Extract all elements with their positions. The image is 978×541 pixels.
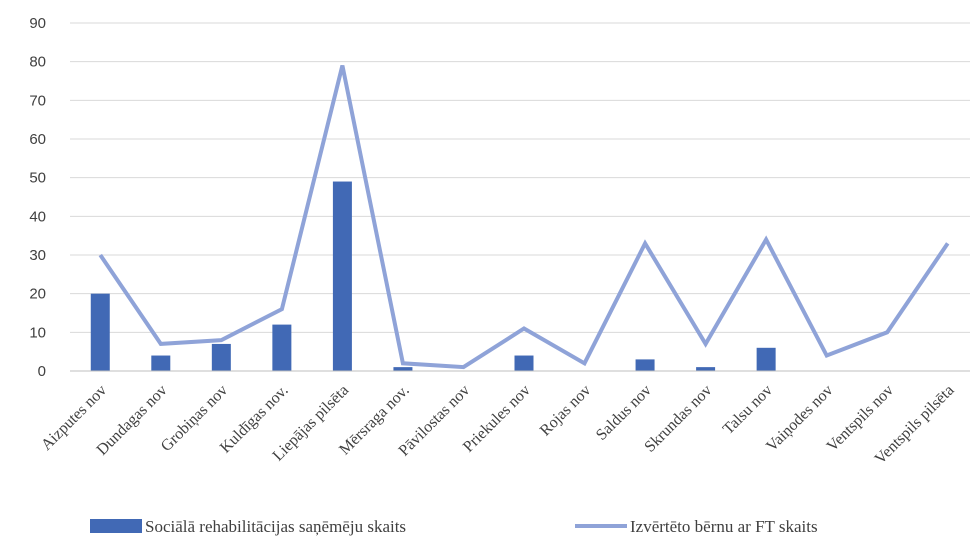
bar-series xyxy=(90,181,776,371)
bar xyxy=(514,355,534,371)
bar xyxy=(696,367,716,371)
y-axis-tick-labels: 0 10 20 30 40 50 60 70 80 90 xyxy=(29,15,46,380)
y-tick-label: 60 xyxy=(29,131,46,148)
legend-bar-swatch xyxy=(90,519,142,533)
bar xyxy=(272,324,292,371)
y-tick-label: 10 xyxy=(29,324,46,341)
bar xyxy=(756,347,776,371)
line-series xyxy=(98,65,950,370)
bar xyxy=(211,343,231,371)
legend-bar-label: Sociālā rehabilitācijas saņēmēju skaits xyxy=(145,517,406,536)
y-tick-label: 80 xyxy=(29,54,46,71)
bar xyxy=(90,293,110,371)
x-tick-label: Saldus nov xyxy=(593,382,655,444)
y-tick-label: 90 xyxy=(29,15,46,32)
x-tick-label: Rojas nov xyxy=(537,382,595,440)
legend: Sociālā rehabilitācijas saņēmēju skaits … xyxy=(90,517,818,536)
bar xyxy=(151,355,171,371)
legend-line-label: Izvērtēto bērnu ar FT skaits xyxy=(630,517,818,536)
y-tick-label: 0 xyxy=(38,363,46,380)
bar xyxy=(393,367,413,371)
y-tick-label: 20 xyxy=(29,286,46,303)
y-tick-label: 30 xyxy=(29,247,46,264)
series-line xyxy=(98,65,950,370)
gridlines xyxy=(70,22,970,333)
x-tick-label: Talsu nov xyxy=(720,382,776,438)
y-tick-label: 40 xyxy=(29,208,46,225)
bar xyxy=(332,181,352,371)
bar xyxy=(635,359,655,371)
y-tick-label: 50 xyxy=(29,170,46,187)
y-tick-label: 70 xyxy=(29,92,46,109)
